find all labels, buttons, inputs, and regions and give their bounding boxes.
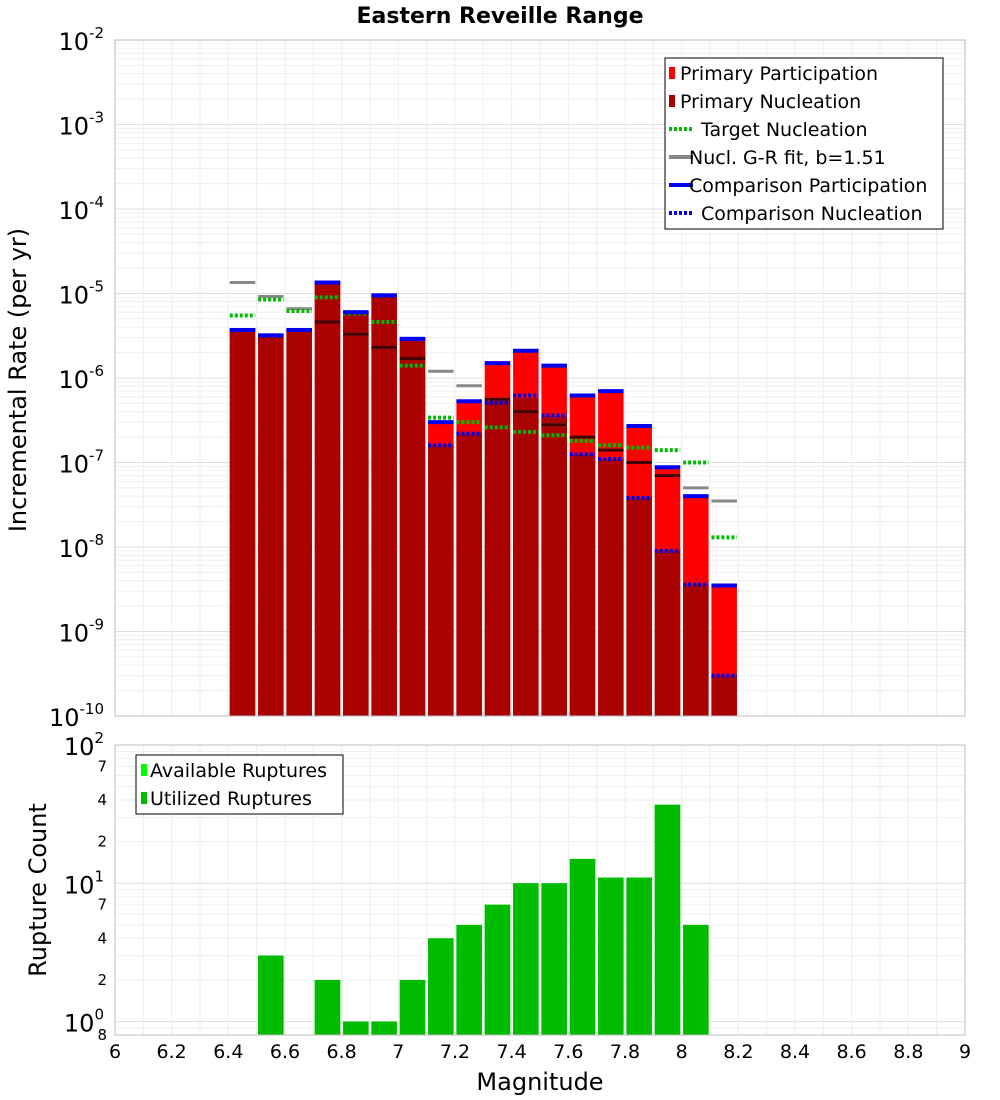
primary-nucleation-bar <box>371 295 397 716</box>
bottom-y-minor-tick-label: 2 <box>97 971 107 989</box>
top-y-tick-label: 10-2 <box>58 24 104 56</box>
primary-nucleation-bar <box>626 498 652 716</box>
bottom-plot-border <box>114 744 966 1036</box>
x-tick-label: 6.2 <box>157 1041 187 1063</box>
primary-nucleation-bar <box>683 584 709 716</box>
legend-swatch <box>669 67 675 79</box>
top-y-tick-label: 10-9 <box>58 616 104 648</box>
chart-title: Eastern Reveille Range <box>356 4 643 29</box>
utilized-ruptures-bar <box>343 1021 369 1035</box>
legend-label: Primary Nucleation <box>680 91 861 113</box>
top-y-ticks: 10-10 10-9 10-8 10-7 10-6 10-5 10-4 10-3 10-2 <box>49 24 104 732</box>
top-y-axis-label: Incremental Rate (per yr) <box>4 228 32 532</box>
primary-nucleation-bar <box>258 335 284 716</box>
utilized-ruptures-bar <box>541 883 567 1035</box>
utilized-ruptures-bar <box>654 804 681 1035</box>
utilized-ruptures-bar <box>484 904 511 1035</box>
bottom-y-minor-tick-label: 4 <box>97 791 107 809</box>
top-y-tick-label: 10-6 <box>58 362 104 394</box>
legend-label: Comparison Participation <box>689 175 927 197</box>
legend-label: Primary Participation <box>680 63 878 85</box>
top-y-tick-label: 10-10 <box>49 700 104 732</box>
utilized-ruptures-bar <box>683 924 709 1035</box>
legend-label: Target Nucleation <box>700 119 868 141</box>
bottom-y-minor-tick-label: 7 <box>97 896 107 914</box>
utilized-ruptures-bar <box>371 1021 397 1035</box>
x-axis-label: Magnitude <box>476 1068 603 1096</box>
top-plot: 10-10 10-9 10-8 10-7 10-6 10-5 10-4 10-3 10-2 In… <box>4 24 966 732</box>
primary-nucleation-bar <box>484 401 511 716</box>
utilized-ruptures-bar <box>456 924 482 1035</box>
legend-label: Nucl. G-R fit, b=1.51 <box>689 147 886 169</box>
bottom-y-ticks: 100 101 102 8 2 4 7 2 4 7 <box>64 729 107 1044</box>
bottom-y-tick-label: 102 <box>64 729 104 761</box>
x-tick-label: 6.8 <box>327 1041 357 1063</box>
x-tick-label: 6 <box>109 1041 121 1063</box>
primary-nucleation-bar <box>654 550 681 716</box>
primary-nucleation-bar <box>513 397 539 716</box>
primary-nucleation-bar <box>456 433 482 716</box>
utilized-ruptures-bar <box>399 979 426 1035</box>
x-tick-label: 7.2 <box>440 1041 470 1063</box>
primary-nucleation-bar <box>711 675 737 716</box>
legend-swatch <box>669 95 675 107</box>
x-tick-label: 8.6 <box>837 1041 867 1063</box>
utilized-ruptures-bar <box>258 955 284 1035</box>
primary-nucleation-bar <box>399 338 426 716</box>
primary-nucleation-bar <box>428 445 454 716</box>
bottom-y-tick-label: 100 <box>64 1006 104 1038</box>
top-legend-box <box>664 57 944 230</box>
primary-nucleation-bar <box>314 282 341 716</box>
legend-label: Utilized Ruptures <box>150 788 312 810</box>
top-plot-border <box>114 39 966 717</box>
primary-nucleation-bar <box>569 454 596 716</box>
legend-swatch <box>141 764 147 776</box>
top-bars <box>229 282 737 716</box>
bottom-bars <box>258 804 709 1035</box>
bottom-y-minor-tick-label: 2 <box>97 833 107 851</box>
bottom-legend: Available Ruptures Utilized Ruptures <box>135 754 344 815</box>
utilized-ruptures-bar <box>569 858 596 1035</box>
x-ticks: 6 6.2 6.4 6.6 6.8 7 7.2 7.4 7.6 7.8 8 8.2 8.4 8.6 8.8 9 <box>109 1041 971 1063</box>
top-legend: Primary Participation Primary Nucleation T… <box>664 57 944 230</box>
x-tick-label: 8 <box>676 1041 688 1063</box>
utilized-ruptures-bar <box>314 979 341 1035</box>
top-y-tick-label: 10-8 <box>58 531 104 563</box>
bottom-y-minor-tick-label: 4 <box>97 929 107 947</box>
top-y-tick-label: 10-3 <box>58 109 104 141</box>
x-tick-label: 7.4 <box>497 1041 527 1063</box>
x-tick-label: 8.8 <box>893 1041 923 1063</box>
bottom-y-minor-tick-label: 7 <box>97 757 107 775</box>
bottom-legend-box <box>135 754 344 815</box>
legend-label: Available Ruptures <box>150 760 327 782</box>
utilized-ruptures-bar <box>626 877 652 1035</box>
top-lines <box>229 280 737 678</box>
bottom-plot: 100 101 102 8 2 4 7 2 4 7 Rupture Count Available… <box>24 729 966 1044</box>
x-tick-label: 6.4 <box>213 1041 243 1063</box>
legend-label: Comparison Nucleation <box>701 203 923 225</box>
x-tick-label: 6.6 <box>270 1041 300 1063</box>
bottom-y-axis-label: Rupture Count <box>24 803 52 977</box>
x-tick-label: 8.4 <box>780 1041 810 1063</box>
utilized-ruptures-bar <box>598 877 624 1035</box>
utilized-ruptures-bar <box>428 938 454 1035</box>
top-y-tick-label: 10-5 <box>58 278 104 310</box>
utilized-ruptures-bar <box>513 883 539 1035</box>
x-tick-label: 8.2 <box>723 1041 753 1063</box>
x-tick-label: 9 <box>959 1041 971 1063</box>
primary-nucleation-bar <box>343 312 369 716</box>
top-y-tick-label: 10-4 <box>58 193 104 225</box>
x-tick-label: 7.6 <box>553 1041 583 1063</box>
top-y-tick-label: 10-7 <box>58 447 104 479</box>
bottom-y-tick-label: 101 <box>64 867 104 899</box>
primary-nucleation-bar <box>229 329 256 716</box>
x-tick-label: 7 <box>392 1041 404 1063</box>
x-tick-label: 7.8 <box>610 1041 640 1063</box>
legend-swatch <box>141 792 147 804</box>
bottom-y-minor-tick-label: 8 <box>97 1026 107 1044</box>
primary-nucleation-bar <box>541 416 567 716</box>
primary-nucleation-bar <box>598 459 624 716</box>
primary-nucleation-bar <box>286 329 312 716</box>
